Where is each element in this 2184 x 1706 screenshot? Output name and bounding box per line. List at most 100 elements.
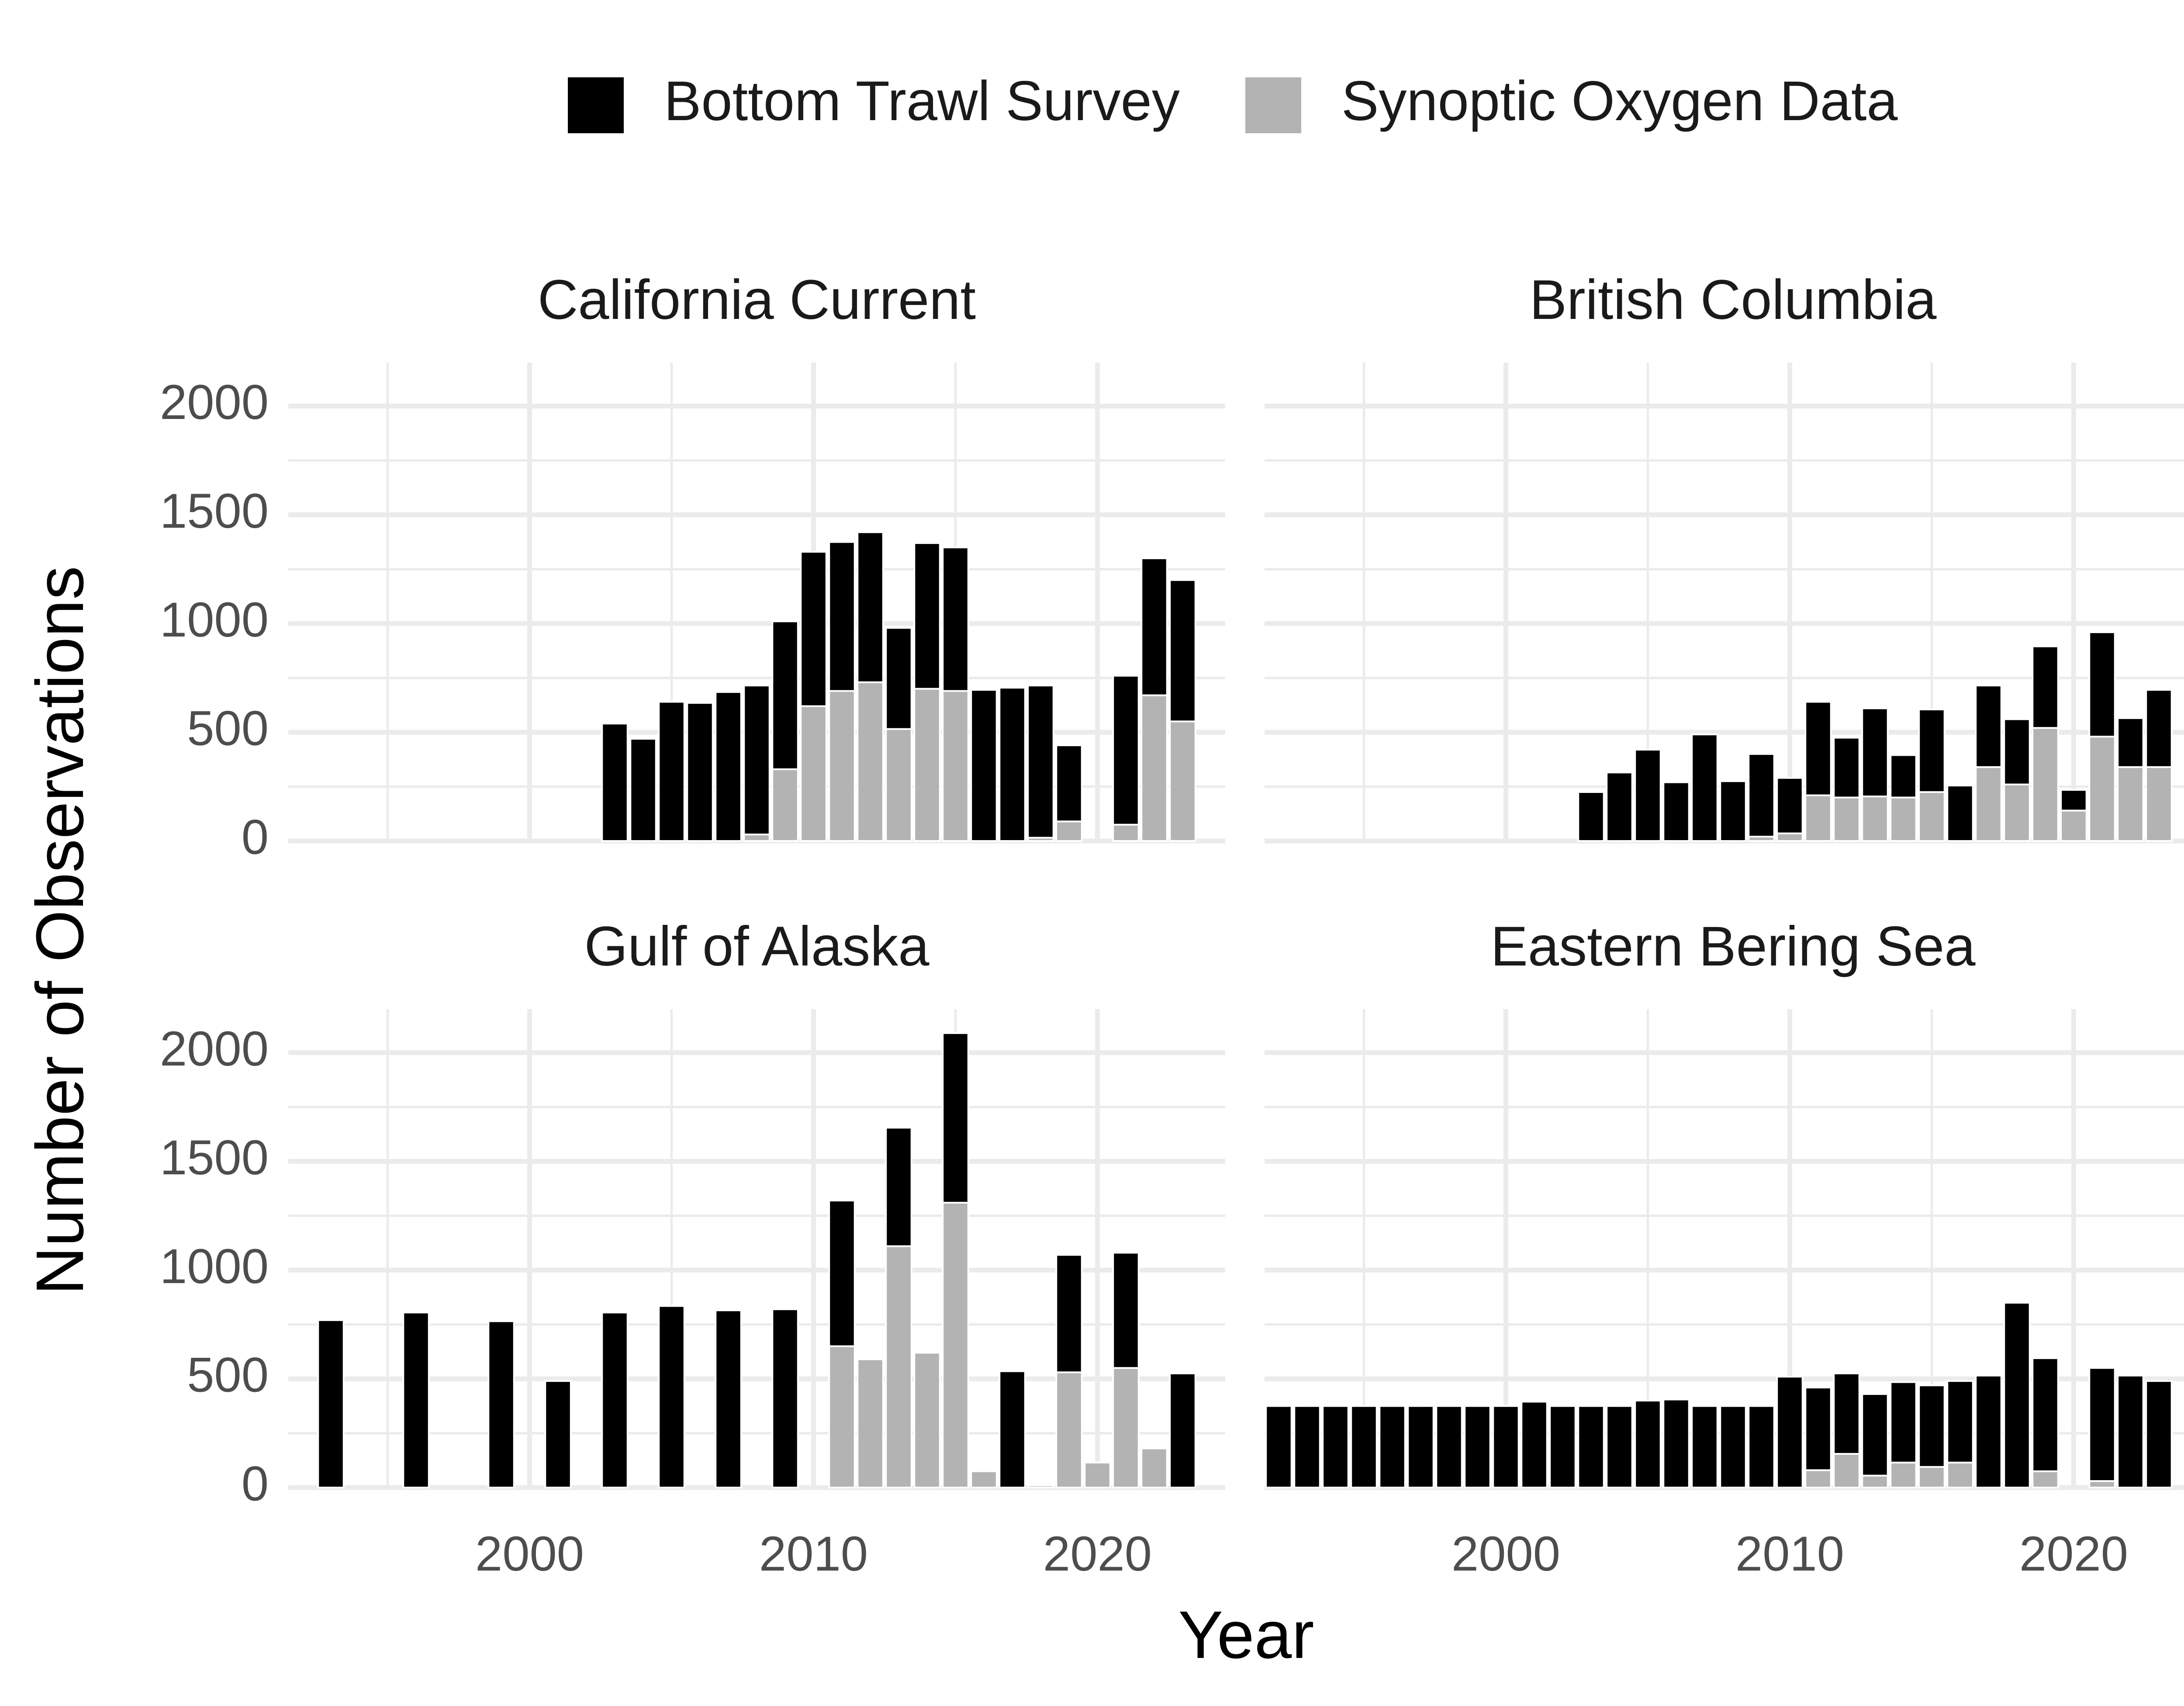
bar-synoptic-oxygen — [970, 1470, 998, 1488]
legend-label-synoptic-oxygen: Synoptic Oxygen Data — [1341, 70, 1898, 132]
y-tick-label: 500 — [187, 1348, 269, 1402]
bar-bottom-trawl — [1577, 791, 1605, 842]
bar-bottom-trawl — [1606, 1405, 1633, 1489]
bar-synoptic-oxygen — [1804, 794, 1832, 842]
bar-bottom-trawl — [1112, 1252, 1140, 1369]
bar-bottom-trawl — [743, 685, 771, 836]
bar-bottom-trawl — [487, 1320, 515, 1488]
bar-bottom-trawl — [2117, 717, 2144, 768]
y-tick-label: 0 — [242, 1457, 269, 1511]
bar-bottom-trawl — [2032, 1357, 2059, 1472]
bar-synoptic-oxygen — [913, 1352, 941, 1489]
bar-bottom-trawl — [1833, 1372, 1860, 1455]
bar-synoptic-oxygen — [2088, 736, 2116, 842]
bar-bottom-trawl — [970, 689, 998, 842]
bar-bottom-trawl — [1975, 1374, 2002, 1488]
bar-bottom-trawl — [942, 1032, 969, 1204]
bar-bottom-trawl — [1169, 579, 1196, 723]
bar-bottom-trawl — [1140, 557, 1168, 696]
bar-bottom-trawl — [1719, 1405, 1747, 1489]
bar-bottom-trawl — [1055, 1254, 1083, 1374]
bar-bottom-trawl — [2003, 1301, 2031, 1489]
bar-bottom-trawl — [1634, 748, 1662, 842]
bar-synoptic-oxygen — [1055, 820, 1083, 842]
bar-synoptic-oxygen — [1112, 1367, 1140, 1488]
bar-bottom-trawl — [402, 1312, 430, 1489]
bar-bottom-trawl — [1890, 1381, 1917, 1464]
bar-synoptic-oxygen — [828, 690, 856, 842]
panel-title: California Current — [538, 269, 976, 331]
bar-synoptic-oxygen — [885, 1245, 912, 1488]
y-tick-label: 1000 — [160, 1239, 269, 1294]
bar-bottom-trawl — [544, 1380, 572, 1488]
panel-title: British Columbia — [1530, 269, 1937, 331]
legend-label-bottom-trawl: Bottom Trawl Survey — [664, 70, 1180, 132]
bar-synoptic-oxygen — [743, 834, 771, 842]
bar-bottom-trawl — [885, 627, 912, 730]
panel-2: Gulf of Alaska 0 500 1000 1500 2000 2000 2010 20… — [160, 915, 1225, 1581]
bar-synoptic-oxygen — [1055, 1371, 1083, 1489]
bar-synoptic-oxygen — [1833, 796, 1860, 842]
bar-synoptic-oxygen — [857, 1358, 884, 1488]
bar-bottom-trawl — [1748, 753, 1775, 838]
bar-synoptic-oxygen — [913, 688, 941, 842]
bar-bottom-trawl — [317, 1319, 345, 1488]
bar-bottom-trawl — [800, 551, 827, 707]
bar-bottom-trawl — [1606, 772, 1633, 842]
bar-bottom-trawl — [1833, 737, 1860, 799]
bar-bottom-trawl — [1027, 685, 1054, 839]
bar-synoptic-oxygen — [2088, 1480, 2116, 1488]
bar-bottom-trawl — [1112, 675, 1140, 826]
y-axis-title: Number of Observations — [22, 566, 97, 1295]
bar-synoptic-oxygen — [942, 690, 969, 842]
bar-synoptic-oxygen — [1084, 1461, 1111, 1489]
bar-synoptic-oxygen — [1918, 1466, 1946, 1488]
bar-bottom-trawl — [1492, 1405, 1520, 1489]
bar-synoptic-oxygen — [2003, 783, 2031, 842]
bar-bottom-trawl — [857, 531, 884, 683]
bar-synoptic-oxygen — [1861, 795, 1889, 842]
bar-bottom-trawl — [771, 1308, 799, 1488]
bar-synoptic-oxygen — [1140, 694, 1168, 842]
y-tick-label: 1500 — [160, 1130, 269, 1185]
bar-bottom-trawl — [1662, 1398, 1690, 1488]
bar-synoptic-oxygen — [1776, 832, 1804, 842]
x-tick-label: 2020 — [2019, 1526, 2128, 1581]
bar-synoptic-oxygen — [1975, 766, 2002, 842]
bar-synoptic-oxygen — [2032, 1470, 2059, 1488]
y-tick-label: 2000 — [160, 375, 269, 429]
bar-bottom-trawl — [1918, 1384, 1946, 1468]
y-tick-label: 0 — [242, 810, 269, 865]
legend: Bottom Trawl Survey Synoptic Oxygen Data — [568, 70, 1898, 133]
bar-bottom-trawl — [1634, 1399, 1662, 1489]
bar-synoptic-oxygen — [2032, 727, 2059, 842]
bar-synoptic-oxygen — [1833, 1453, 1860, 1489]
panels: California Current 0 500 1000 1500 2000 Britis… — [160, 269, 2184, 1581]
bar-bottom-trawl — [1577, 1405, 1605, 1489]
bar-bottom-trawl — [1407, 1405, 1434, 1489]
x-tick-label: 2000 — [475, 1526, 584, 1581]
bar-bottom-trawl — [601, 723, 629, 842]
bar-bottom-trawl — [942, 547, 969, 692]
bar-bottom-trawl — [1549, 1405, 1576, 1489]
bar-bottom-trawl — [629, 738, 657, 842]
bar-bottom-trawl — [2145, 1380, 2173, 1488]
x-tick-label: 2000 — [1451, 1526, 1560, 1581]
x-axis-title: Year — [1178, 1597, 1314, 1672]
legend-swatch-synoptic-oxygen — [1245, 77, 1301, 133]
panel-1: British Columbia — [1265, 269, 2184, 844]
bar-bottom-trawl — [913, 542, 941, 690]
bar-bottom-trawl — [1946, 785, 1974, 842]
bar-bottom-trawl — [1890, 754, 1917, 799]
bar-bottom-trawl — [1521, 1401, 1548, 1488]
bar-synoptic-oxygen — [2145, 766, 2173, 842]
bar-bottom-trawl — [1719, 780, 1747, 842]
bar-bottom-trawl — [999, 1370, 1026, 1488]
bar-bottom-trawl — [1804, 701, 1832, 796]
bar-bottom-trawl — [1350, 1405, 1378, 1489]
y-tick-label: 1500 — [160, 484, 269, 538]
bar-synoptic-oxygen — [828, 1345, 856, 1489]
bar-bottom-trawl — [1861, 707, 1889, 797]
bar-bottom-trawl — [1055, 744, 1083, 823]
